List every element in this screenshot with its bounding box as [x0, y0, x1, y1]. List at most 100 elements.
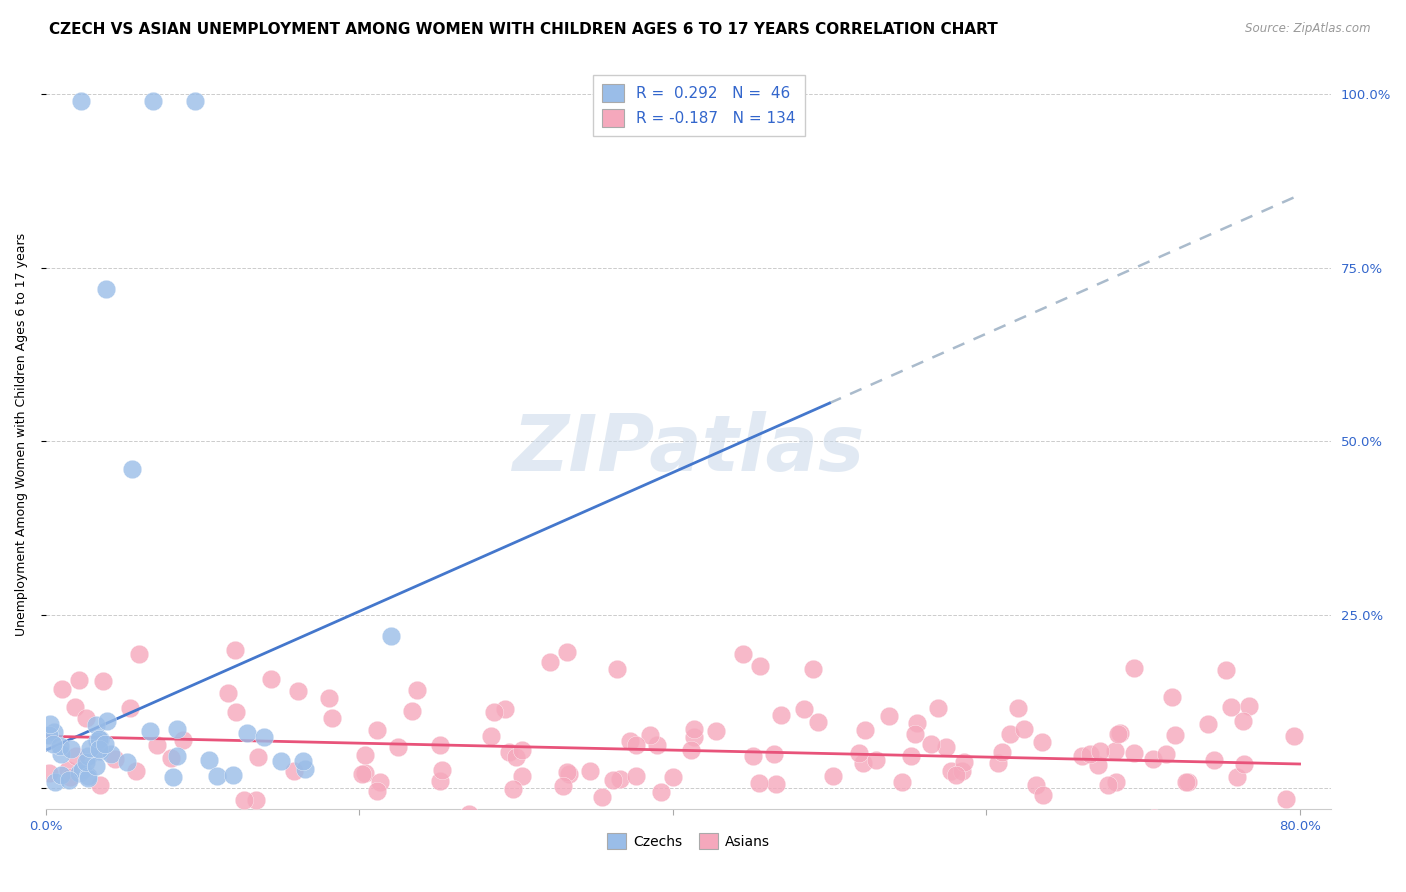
Point — [1012, 722, 1035, 736]
Point — [848, 746, 870, 760]
Point — [44, 774, 66, 789]
Point — [1123, 661, 1146, 675]
Point — [769, 708, 792, 723]
Point — [67, 766, 90, 780]
Point — [991, 745, 1014, 759]
Point — [606, 662, 628, 676]
Point — [406, 682, 429, 697]
Point — [75, 711, 97, 725]
Point — [762, 747, 785, 761]
Text: Source: ZipAtlas.com: Source: ZipAtlas.com — [1246, 22, 1371, 36]
Point — [401, 704, 423, 718]
Point — [1087, 757, 1109, 772]
Point — [118, 701, 141, 715]
Point — [287, 683, 309, 698]
Point — [294, 762, 316, 776]
Point — [49, 739, 72, 753]
Point — [292, 754, 315, 768]
Point — [233, 793, 256, 807]
Point — [877, 709, 900, 723]
Point — [38, 728, 60, 742]
Point — [387, 740, 409, 755]
Point — [1161, 690, 1184, 704]
Point — [1090, 744, 1112, 758]
Point — [793, 702, 815, 716]
Point — [823, 769, 845, 783]
Point — [807, 714, 830, 729]
Point — [366, 723, 388, 737]
Point — [366, 783, 388, 797]
Point — [160, 751, 183, 765]
Point — [94, 737, 117, 751]
Point — [89, 731, 111, 746]
Point — [619, 733, 641, 747]
Point — [650, 785, 672, 799]
Point — [479, 729, 502, 743]
Point — [1220, 699, 1243, 714]
Point — [555, 764, 578, 779]
Point — [1007, 701, 1029, 715]
Point — [89, 732, 111, 747]
Point — [51, 768, 73, 782]
Point — [950, 764, 973, 778]
Point — [1232, 714, 1254, 728]
Point — [935, 739, 957, 754]
Point — [952, 756, 974, 770]
Point — [222, 767, 245, 781]
Point — [70, 764, 93, 778]
Point — [555, 645, 578, 659]
Point — [139, 724, 162, 739]
Point — [39, 717, 62, 731]
Point — [927, 700, 949, 714]
Point — [76, 769, 98, 783]
Point — [270, 754, 292, 768]
Point — [59, 770, 82, 784]
Point — [801, 662, 824, 676]
Point — [482, 705, 505, 719]
Point — [86, 718, 108, 732]
Point — [510, 769, 533, 783]
Point — [579, 764, 602, 779]
Point — [1204, 753, 1226, 767]
Point — [235, 726, 257, 740]
Point — [166, 723, 188, 737]
Point — [172, 733, 194, 747]
Point — [146, 738, 169, 752]
Point — [852, 756, 875, 770]
Point — [1275, 791, 1298, 805]
Point — [945, 768, 967, 782]
Point — [602, 773, 624, 788]
Point — [748, 659, 770, 673]
Point — [1000, 727, 1022, 741]
Point — [225, 705, 247, 719]
Point — [128, 647, 150, 661]
Y-axis label: Unemployment Among Women with Children Ages 6 to 17 years: Unemployment Among Women with Children A… — [15, 233, 28, 636]
Point — [368, 775, 391, 789]
Point — [89, 744, 111, 758]
Point — [63, 700, 86, 714]
Point — [1015, 812, 1038, 826]
Point — [79, 741, 101, 756]
Point — [100, 747, 122, 762]
Point — [1174, 774, 1197, 789]
Legend: Czechs, Asians: Czechs, Asians — [602, 828, 776, 855]
Point — [260, 672, 283, 686]
Point — [197, 753, 219, 767]
Point — [354, 747, 377, 762]
Point — [162, 770, 184, 784]
Point — [891, 775, 914, 789]
Text: ZIPatlas: ZIPatlas — [512, 411, 865, 487]
Point — [142, 94, 165, 108]
Point — [87, 741, 110, 756]
Point — [1109, 726, 1132, 740]
Point — [380, 629, 402, 643]
Point — [59, 742, 82, 756]
Point — [498, 745, 520, 759]
Point — [1215, 663, 1237, 677]
Point — [42, 725, 65, 739]
Point — [89, 778, 111, 792]
Point — [121, 462, 143, 476]
Point — [1282, 729, 1305, 743]
Point — [318, 691, 340, 706]
Point — [56, 763, 79, 777]
